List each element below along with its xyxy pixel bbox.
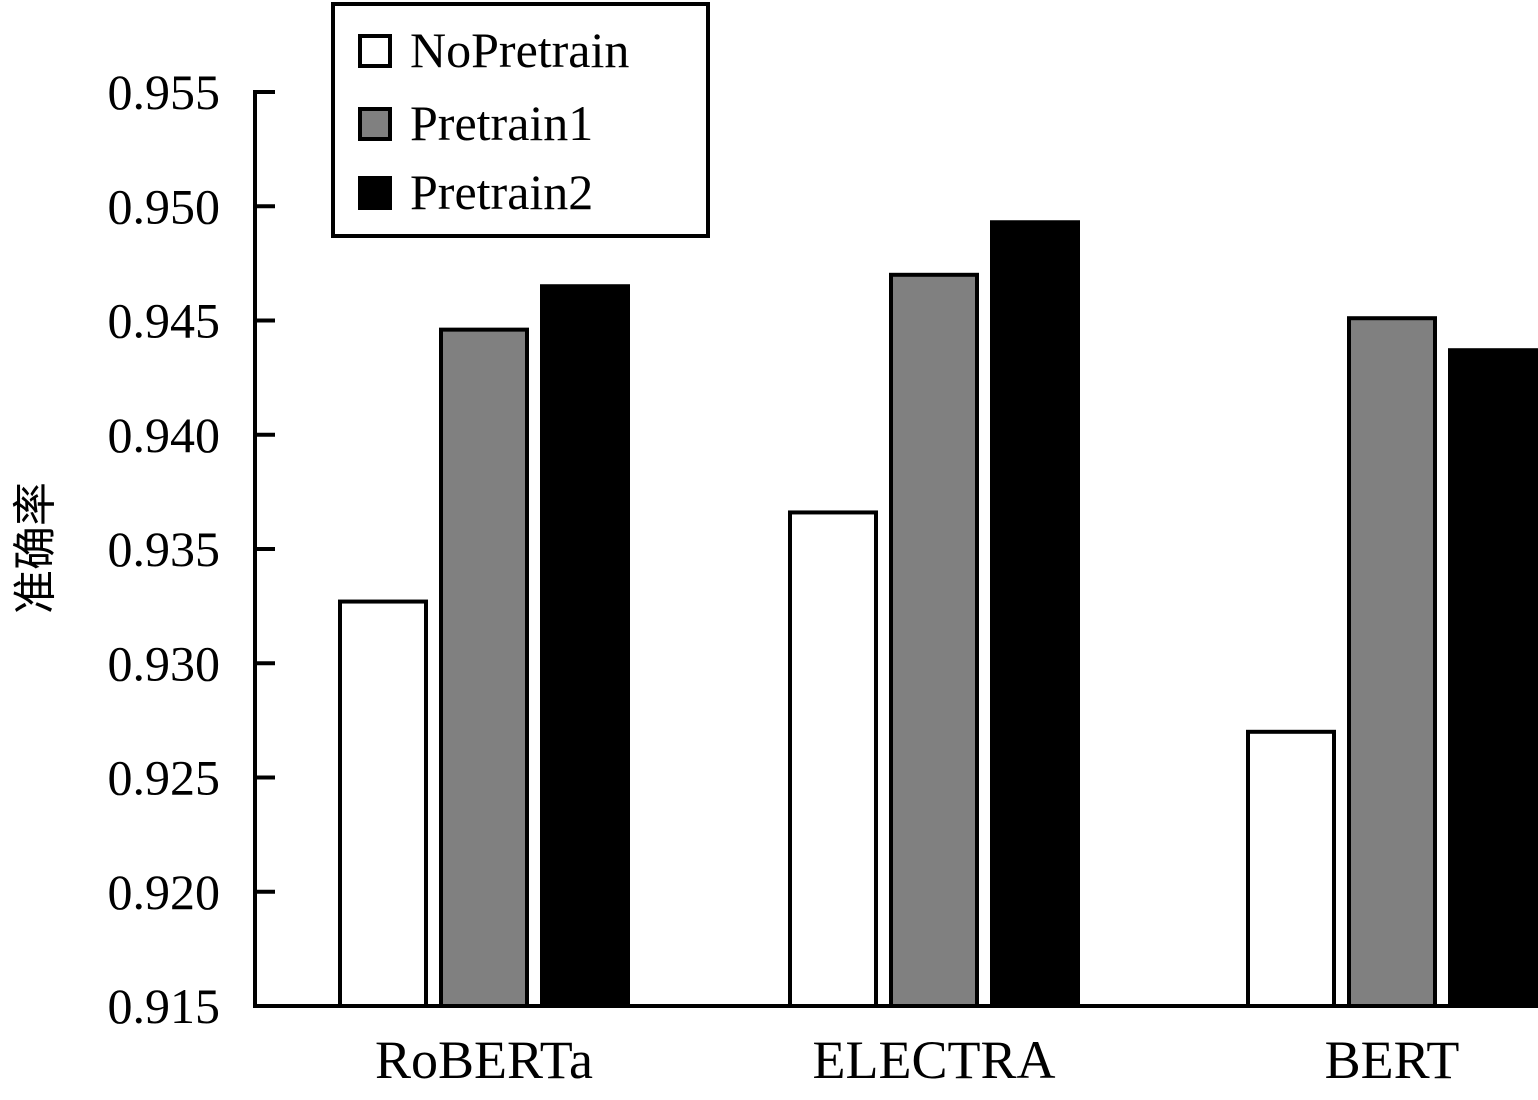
bar-pretrain2-bert [1448, 348, 1538, 1008]
legend-label-pretrain2: Pretrain2 [410, 164, 593, 220]
y-tick-label: 0.935 [108, 521, 221, 577]
bars-group [338, 220, 1538, 1009]
legend-swatch-nopretrain [358, 34, 392, 68]
legend-label-nopretrain: NoPretrain [410, 22, 629, 78]
bar-nopretrain-roberta [338, 599, 428, 1008]
bar-pretrain1-roberta [439, 327, 529, 1008]
y-tick-label: 0.930 [108, 635, 221, 691]
bar-pretrain2-electra [990, 220, 1080, 1008]
bar-nopretrain-bert [1246, 729, 1336, 1008]
legend-box [331, 2, 710, 238]
legend-label-pretrain1: Pretrain1 [410, 95, 593, 151]
x-category-label: BERT [1325, 1030, 1460, 1090]
y-axis-title: 准确率 [10, 482, 61, 614]
y-tick-label: 0.915 [108, 978, 221, 1034]
y-tick-label: 0.920 [108, 864, 221, 920]
legend: NoPretrain Pretrain1 Pretrain2 [331, 2, 710, 238]
bar-nopretrain-electra [788, 510, 878, 1008]
x-category-label: ELECTRA [813, 1030, 1056, 1090]
y-tick-label: 0.950 [108, 178, 221, 234]
legend-swatch-pretrain1 [358, 107, 392, 141]
y-ticks-group: 0.915 0.920 0.925 0.930 0.935 0.940 0.945 0.950… [108, 64, 275, 1034]
legend-swatch-pretrain2 [358, 176, 392, 210]
bar-pretrain2-roberta [540, 284, 630, 1009]
y-tick-label: 0.945 [108, 293, 221, 349]
bar-pretrain1-bert [1347, 316, 1437, 1008]
y-tick-label: 0.940 [108, 407, 221, 463]
y-tick-label: 0.925 [108, 750, 221, 806]
bar-pretrain1-electra [889, 272, 979, 1008]
x-category-labels: RoBERTa ELECTRA BERT [375, 1030, 1459, 1090]
x-category-label: RoBERTa [375, 1030, 593, 1090]
y-tick-label: 0.955 [108, 64, 221, 120]
